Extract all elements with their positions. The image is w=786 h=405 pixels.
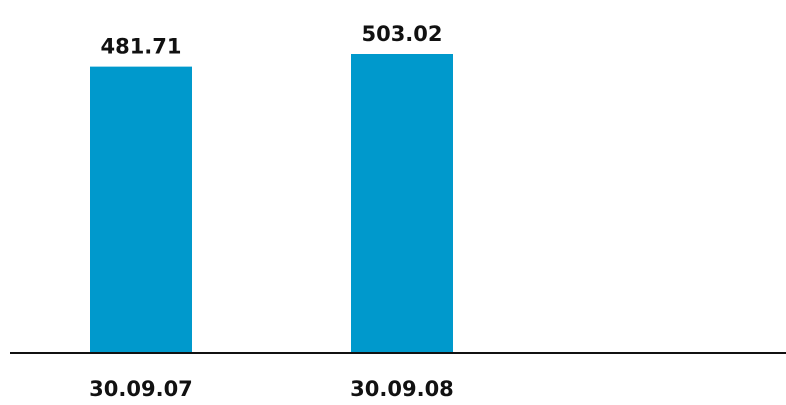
bar-30.09.08: [351, 54, 453, 352]
tick-labels-group: 30.09.07 30.09.08: [89, 377, 454, 401]
bar-30.09.07: [90, 66, 192, 352]
tick-label-30.09.07: 30.09.07: [89, 377, 193, 401]
tick-label-30.09.08: 30.09.08: [350, 377, 454, 401]
value-label-30.09.08: 503.02: [361, 22, 442, 46]
value-labels-group: 481.71 503.02: [100, 22, 442, 59]
bars-group: [90, 54, 453, 352]
value-label-30.09.07: 481.71: [100, 35, 181, 59]
